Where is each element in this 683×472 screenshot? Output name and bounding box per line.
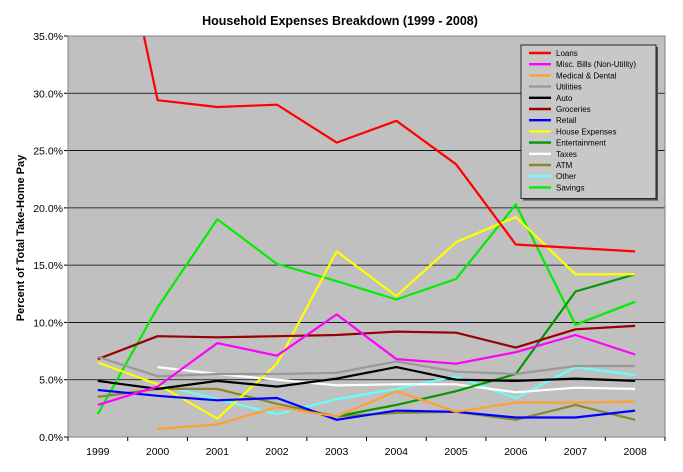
legend-label: Auto — [556, 94, 573, 103]
y-axis-label: Percent of Total Take-Home Pay — [15, 154, 27, 321]
y-tick-label: 5.0% — [39, 375, 63, 387]
x-tick-label: 2006 — [504, 446, 528, 458]
legend-label: Misc. Bills (Non-Utility) — [556, 60, 636, 69]
x-tick-label: 1999 — [86, 446, 110, 458]
y-tick-label: 10.0% — [33, 317, 63, 329]
series-lines — [96, 36, 636, 431]
legend-label: Savings — [556, 183, 584, 192]
series-line-auto — [97, 366, 636, 390]
x-tick-label: 2005 — [444, 446, 468, 458]
x-tick-label: 2008 — [623, 446, 647, 458]
legend-label: Loans — [556, 49, 578, 58]
legend-box — [520, 44, 657, 200]
legend-label: Groceries — [556, 105, 591, 114]
y-tick-label: 20.0% — [33, 203, 63, 215]
x-tick-label: 2001 — [206, 446, 230, 458]
series-line-loans — [142, 36, 636, 253]
chart-title: Household Expenses Breakdown (1999 - 200… — [202, 14, 478, 28]
series-line-retail — [97, 388, 636, 421]
series-line-entertainment — [336, 273, 636, 418]
series-line-medical-dental — [157, 390, 636, 431]
legend-label: ATM — [556, 161, 573, 170]
legend-label: Taxes — [556, 150, 577, 159]
x-tick-label: 2003 — [325, 446, 349, 458]
y-tick-label: 25.0% — [33, 146, 63, 158]
x-tick-label: 2002 — [265, 446, 289, 458]
x-tick-label: 2007 — [564, 446, 588, 458]
y-tick-label: 30.0% — [33, 88, 63, 100]
legend-label: Other — [556, 172, 576, 181]
legend: Loans Misc. Bills (Non-Utility) Medical & … — [520, 44, 658, 201]
series-line-taxes — [157, 366, 636, 394]
y-tick-label: 0.0% — [39, 432, 63, 444]
series-line-misc-bills-non-utility — [97, 313, 636, 406]
axes: 0.0% 5.0% 10.0% 15.0% 20.0% 25.0% 30.0% 35.0% 19… — [33, 31, 666, 458]
x-tick-label: 2004 — [385, 446, 409, 458]
legend-label: Medical & Dental — [556, 71, 617, 80]
legend-label: Utilities — [556, 83, 582, 92]
legend-label: Entertainment — [556, 139, 607, 148]
series-line-savings — [96, 203, 636, 415]
series-line-utilities — [97, 355, 636, 378]
y-tick-label: 15.0% — [33, 260, 63, 272]
legend-label: House Expenses — [556, 127, 616, 136]
series-line-other — [157, 366, 636, 416]
series-line-groceries — [97, 324, 636, 361]
legend-label: Retail — [556, 116, 577, 125]
y-tick-label: 35.0% — [33, 31, 63, 43]
x-tick-label: 2000 — [146, 446, 170, 458]
